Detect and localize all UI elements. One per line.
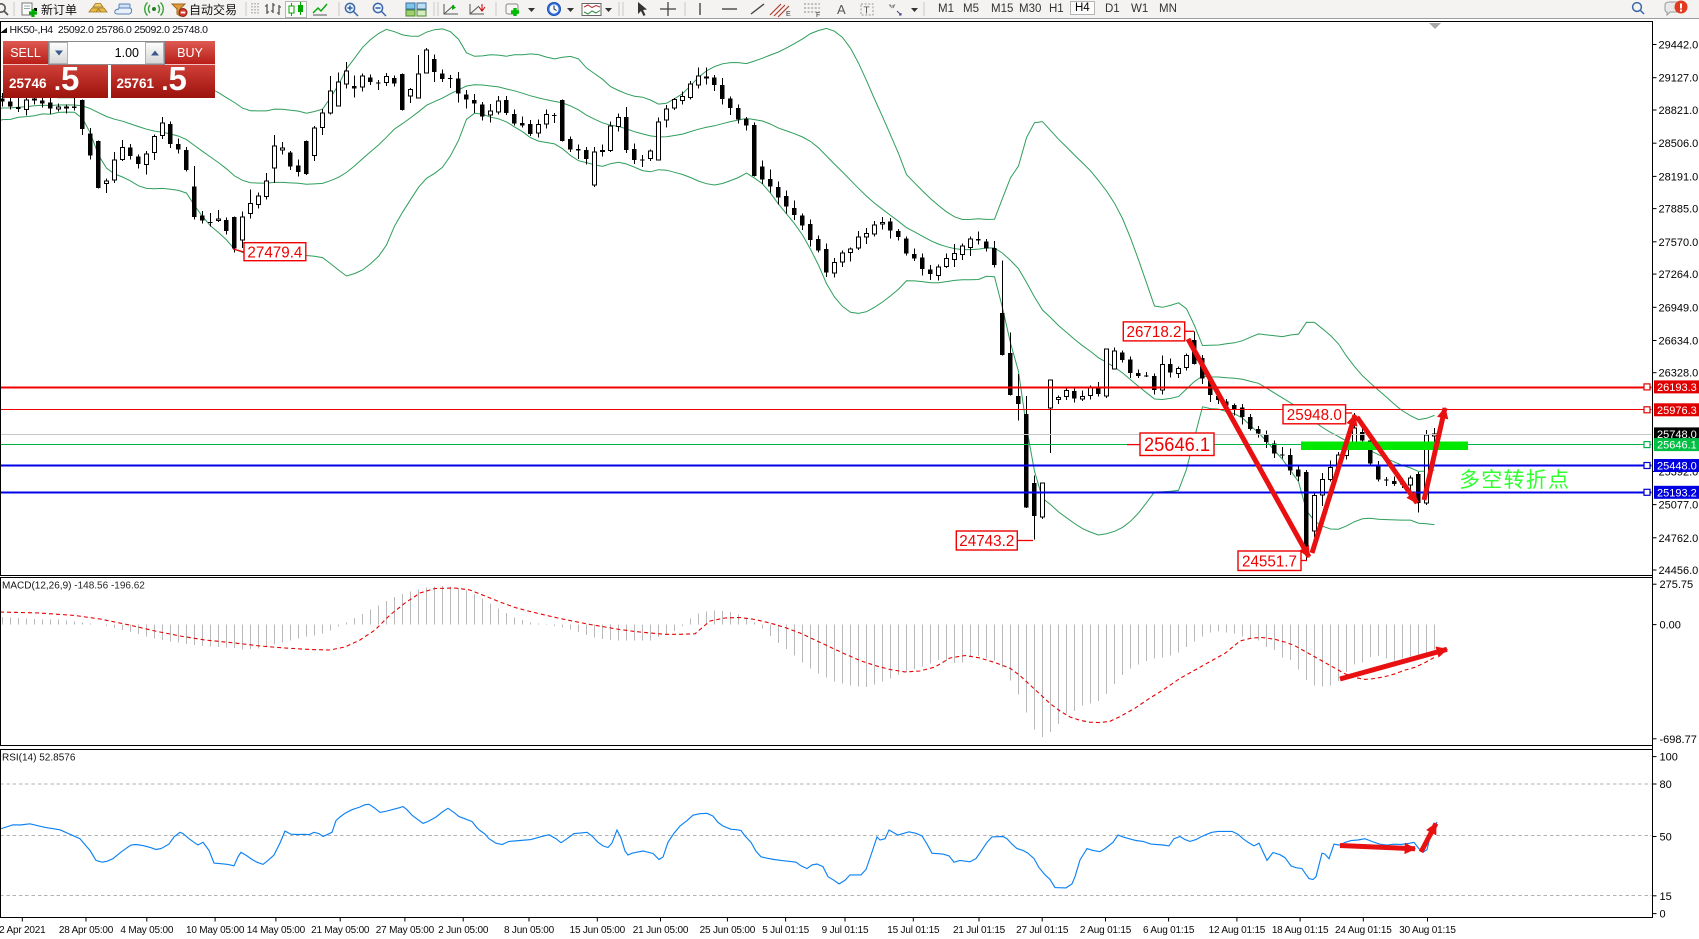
svg-text:RSI(14) 52.8576: RSI(14) 52.8576 — [2, 753, 76, 764]
svg-text:28821.0: 28821.0 — [1659, 105, 1699, 117]
svg-text:0.00: 0.00 — [1660, 620, 1681, 632]
svg-text:28191.0: 28191.0 — [1659, 171, 1699, 183]
svg-text:25448.0: 25448.0 — [1657, 461, 1697, 473]
svg-text:A: A — [837, 2, 846, 17]
svg-text:275.75: 275.75 — [1660, 579, 1694, 591]
svg-text:27479.4: 27479.4 — [247, 244, 302, 261]
svg-text:15 Jul 01:15: 15 Jul 01:15 — [887, 925, 940, 936]
svg-text:15: 15 — [1660, 891, 1672, 903]
svg-text:25077.0: 25077.0 — [1659, 500, 1699, 512]
svg-text:多空转折点: 多空转折点 — [1459, 469, 1569, 492]
svg-text:25193.2: 25193.2 — [1657, 487, 1697, 499]
svg-text:80: 80 — [1660, 779, 1672, 791]
svg-text:27264.0: 27264.0 — [1659, 269, 1699, 281]
svg-text:14 May 05:00: 14 May 05:00 — [247, 925, 306, 936]
svg-text:4 May 05:00: 4 May 05:00 — [120, 925, 173, 936]
svg-text:26949.0: 26949.0 — [1659, 302, 1699, 314]
svg-text:21 May 05:00: 21 May 05:00 — [311, 925, 370, 936]
svg-text:28 Apr 05:00: 28 Apr 05:00 — [59, 925, 114, 936]
svg-text:10 May 05:00: 10 May 05:00 — [186, 925, 245, 936]
svg-text:29127.0: 29127.0 — [1659, 73, 1699, 85]
svg-text:30 Aug 01:15: 30 Aug 01:15 — [1399, 925, 1456, 936]
svg-text:24762.0: 24762.0 — [1659, 533, 1699, 545]
svg-text:2 Aug 01:15: 2 Aug 01:15 — [1080, 925, 1132, 936]
svg-text:26634.0: 26634.0 — [1659, 336, 1699, 348]
svg-text:T: T — [864, 6, 870, 17]
svg-text:28506.0: 28506.0 — [1659, 138, 1699, 150]
svg-text:24551.7: 24551.7 — [1242, 553, 1297, 570]
svg-text:新订单: 新订单 — [41, 2, 77, 17]
svg-text:50: 50 — [1660, 832, 1672, 844]
svg-text:27 Jul 01:15: 27 Jul 01:15 — [1016, 925, 1069, 936]
svg-text:12 Aug 01:15: 12 Aug 01:15 — [1209, 925, 1266, 936]
svg-text:21 Jun 05:00: 21 Jun 05:00 — [633, 925, 689, 936]
svg-text:15 Jun 05:00: 15 Jun 05:00 — [570, 925, 626, 936]
svg-text:0: 0 — [1660, 909, 1666, 921]
svg-text:25646.1: 25646.1 — [1657, 440, 1697, 452]
svg-text:27570.0: 27570.0 — [1659, 237, 1699, 249]
svg-text:100: 100 — [1660, 752, 1678, 764]
svg-text:2 Apr 2021: 2 Apr 2021 — [0, 925, 46, 936]
svg-text:自动交易: 自动交易 — [189, 2, 237, 17]
svg-text:25976.3: 25976.3 — [1657, 405, 1697, 417]
svg-text:27 May 05:00: 27 May 05:00 — [376, 925, 435, 936]
svg-text:E: E — [786, 11, 791, 18]
svg-text:27885.0: 27885.0 — [1659, 204, 1699, 216]
svg-text:2 Jun 05:00: 2 Jun 05:00 — [438, 925, 489, 936]
svg-text:MACD(12,26,9) -148.56 -196.62: MACD(12,26,9) -148.56 -196.62 — [2, 581, 145, 592]
svg-text:F: F — [816, 12, 820, 19]
svg-text:25 Jun 05:00: 25 Jun 05:00 — [700, 925, 756, 936]
svg-text:-698.77: -698.77 — [1660, 734, 1697, 746]
svg-text:21 Jul 01:15: 21 Jul 01:15 — [953, 925, 1006, 936]
svg-text:18 Aug 01:15: 18 Aug 01:15 — [1272, 925, 1329, 936]
svg-text:26718.2: 26718.2 — [1127, 324, 1182, 341]
svg-text:25646.1: 25646.1 — [1144, 434, 1210, 456]
svg-text:24 Aug 01:15: 24 Aug 01:15 — [1335, 925, 1392, 936]
svg-text:8 Jun 05:00: 8 Jun 05:00 — [504, 925, 555, 936]
svg-text:24743.2: 24743.2 — [959, 533, 1014, 550]
svg-text:5 Jul 01:15: 5 Jul 01:15 — [762, 925, 809, 936]
svg-text:HK50-,H4 25092.0 25786.0 2509: HK50-,H4 25092.0 25786.0 25092.0 25748.0 — [10, 24, 209, 36]
svg-text:29442.0: 29442.0 — [1659, 40, 1699, 52]
svg-text:9 Jul 01:15: 9 Jul 01:15 — [822, 925, 869, 936]
svg-text:25948.0: 25948.0 — [1287, 407, 1342, 424]
svg-text:6 Aug 01:15: 6 Aug 01:15 — [1143, 925, 1195, 936]
svg-text:26328.0: 26328.0 — [1659, 368, 1699, 380]
svg-text:26193.3: 26193.3 — [1657, 382, 1697, 394]
svg-text:25748.0: 25748.0 — [1657, 429, 1697, 441]
svg-text:24456.0: 24456.0 — [1659, 565, 1699, 577]
